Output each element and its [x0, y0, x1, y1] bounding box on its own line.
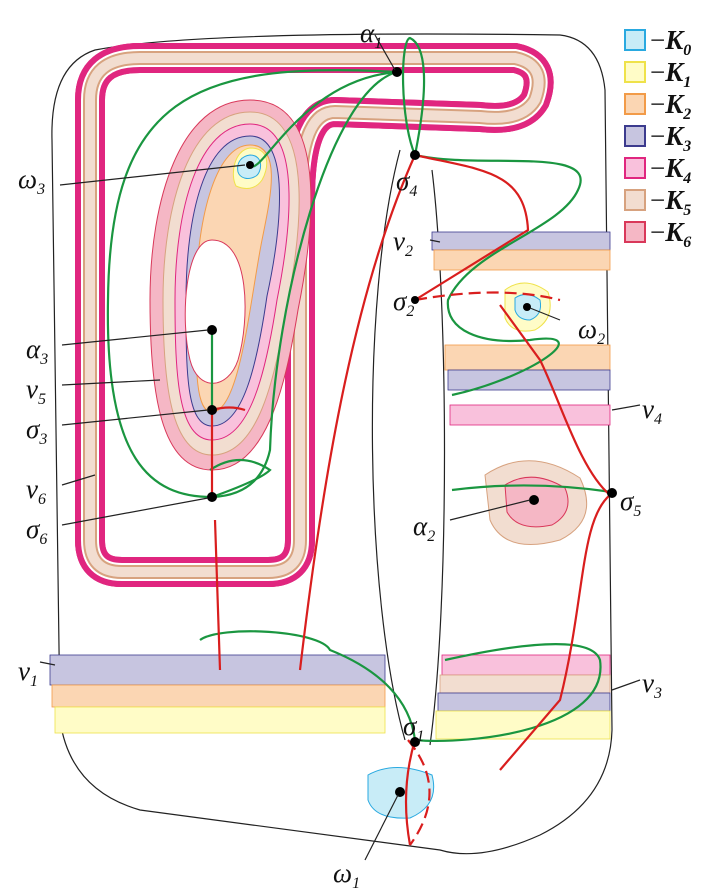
label-subscript: 3	[39, 351, 48, 368]
label: ν3	[642, 668, 662, 702]
label-subscript: 5	[633, 503, 641, 520]
label: σ5	[620, 486, 641, 520]
level-bands	[50, 58, 610, 818]
legend-prefix: −	[650, 217, 665, 247]
label-subscript: 4	[409, 183, 417, 200]
label-symbol: ν	[26, 374, 38, 404]
legend-label: −K1	[650, 57, 691, 91]
legend-subscript: 0	[683, 42, 691, 59]
label-subscript: 6	[38, 491, 46, 508]
label-symbol: ω	[18, 164, 37, 194]
label-subscript: 1	[374, 35, 382, 52]
legend-label: −K2	[650, 89, 691, 123]
label-symbol: α	[360, 18, 375, 48]
diagram: α1σ4ω3ν2σ2ω2α3ν5σ3ν4ν6σ6σ5α2ν1ν3σ1ω1 −K0…	[0, 0, 713, 891]
label-symbol: ν	[393, 226, 405, 256]
legend-symbol: K	[664, 153, 685, 183]
legend-prefix: −	[650, 89, 665, 119]
legend-label: −K5	[650, 185, 691, 219]
label: ν2	[393, 226, 413, 260]
label-subscript: 1	[416, 728, 424, 745]
label: ω3	[18, 164, 45, 198]
label-symbol: ν	[18, 656, 30, 686]
label: σ6	[26, 514, 47, 548]
label-symbol: ν	[642, 668, 654, 698]
label-subscript: 1	[30, 673, 38, 690]
legend-label: −K0	[650, 25, 691, 59]
label-symbol: ν	[26, 474, 38, 504]
legend-swatch	[625, 190, 645, 210]
legend-subscript: 3	[682, 138, 691, 155]
label-symbol: ω	[333, 858, 352, 888]
label: α1	[360, 18, 382, 52]
label: ν4	[642, 394, 662, 428]
legend-swatch	[625, 126, 645, 146]
label-subscript: 3	[38, 431, 47, 448]
label: ν5	[26, 374, 46, 408]
label-subscript: 2	[405, 243, 413, 260]
label: σ4	[396, 166, 417, 200]
label-subscript: 6	[39, 531, 47, 548]
legend-swatch	[625, 62, 645, 82]
legend-symbol: K	[664, 89, 685, 119]
legend-symbol: K	[664, 185, 685, 215]
label: α3	[26, 334, 48, 368]
label-subscript: 2	[427, 528, 435, 545]
legend-swatch	[625, 30, 645, 50]
legend-swatch	[625, 94, 645, 114]
label-subscript: 2	[406, 303, 414, 320]
label-subscript: 2	[597, 331, 605, 348]
legend-subscript: 4	[682, 170, 691, 187]
legend-subscript: 1	[683, 74, 691, 91]
legend-prefix: −	[650, 57, 665, 87]
legend-swatch	[625, 222, 645, 242]
label-subscript: 4	[654, 411, 662, 428]
legend-prefix: −	[650, 121, 665, 151]
label-symbol: α	[413, 511, 428, 541]
label-subscript: 1	[352, 875, 360, 891]
label-symbol: α	[26, 334, 41, 364]
label: ω1	[333, 858, 360, 891]
label: σ3	[26, 414, 47, 448]
legend-subscript: 5	[683, 202, 691, 219]
legend: −K0−K1−K2−K3−K4−K5−K6	[625, 25, 691, 251]
legend-label: −K3	[650, 121, 691, 155]
legend-prefix: −	[650, 25, 665, 55]
label-subscript: 3	[36, 181, 45, 198]
label-symbol: ν	[642, 394, 654, 424]
legend-label: −K6	[650, 217, 691, 251]
legend-swatch	[625, 158, 645, 178]
legend-subscript: 2	[682, 106, 691, 123]
label: σ2	[393, 286, 414, 320]
legend-subscript: 6	[683, 234, 691, 251]
label-symbol: ω	[578, 314, 597, 344]
legend-symbol: K	[664, 25, 685, 55]
legend-label: −K4	[650, 153, 691, 187]
label: ω2	[578, 314, 605, 348]
label: ν6	[26, 474, 46, 508]
legend-symbol: K	[664, 217, 685, 247]
label: σ1	[403, 711, 424, 745]
legend-prefix: −	[650, 153, 665, 183]
label-subscript: 5	[38, 391, 46, 408]
legend-prefix: −	[650, 185, 665, 215]
legend-symbol: K	[664, 57, 685, 87]
label: α2	[413, 511, 435, 545]
label-subscript: 3	[653, 685, 662, 702]
label: ν1	[18, 656, 38, 690]
legend-symbol: K	[664, 121, 685, 151]
